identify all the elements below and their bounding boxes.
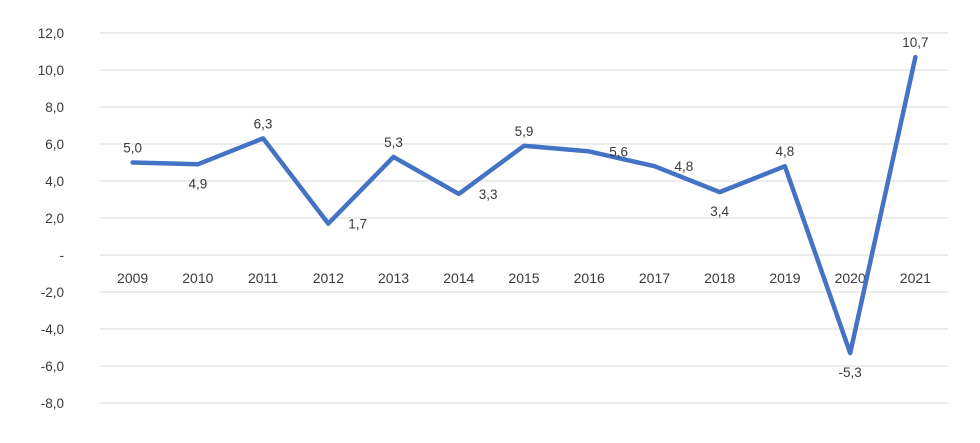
x-axis-tick-label: 2019 <box>769 270 800 286</box>
data-point-label: 5,6 <box>609 144 628 159</box>
data-point-label: 5,9 <box>515 124 534 139</box>
x-axis-tick-label: 2018 <box>704 270 735 286</box>
y-axis-tick-label: -2,0 <box>41 285 64 300</box>
y-axis-tick-label: 6,0 <box>45 137 64 152</box>
data-point-label: 4,9 <box>188 176 207 191</box>
data-point-label: 6,3 <box>254 116 273 131</box>
x-axis-tick-label: 2014 <box>443 270 474 286</box>
data-point-label: 4,8 <box>674 159 693 174</box>
data-point-label: 5,3 <box>384 135 403 150</box>
x-axis-tick-label: 2012 <box>313 270 344 286</box>
x-axis-tick-label: 2011 <box>248 270 278 286</box>
y-axis-tick-label: 12,0 <box>38 26 64 41</box>
y-axis-tick-label: 4,0 <box>45 174 64 189</box>
x-axis-tick-label: 2013 <box>378 270 409 286</box>
x-axis-tick-label: 2010 <box>182 270 213 286</box>
x-axis-tick-label: 2017 <box>639 270 670 286</box>
x-axis-tick-label: 2015 <box>508 270 539 286</box>
data-point-label: 1,7 <box>348 217 367 232</box>
y-axis-tick-label: - <box>60 248 65 263</box>
x-axis-tick-label: 2020 <box>835 270 866 286</box>
data-point-label: 5,0 <box>123 141 142 156</box>
y-axis-tick-label: 2,0 <box>45 211 64 226</box>
x-axis-tick-label: 2016 <box>574 270 605 286</box>
y-axis-tick-label: 8,0 <box>45 100 64 115</box>
x-axis-tick-label: 2021 <box>900 270 931 286</box>
y-axis-tick-label: 10,0 <box>38 63 64 78</box>
data-series-line <box>130 54 918 356</box>
data-point-label: 10,7 <box>902 35 928 50</box>
y-axis-tick-label: -8,0 <box>41 396 64 411</box>
data-point-label: 3,3 <box>479 187 498 202</box>
y-axis-tick-label: -6,0 <box>41 359 64 374</box>
y-axis-tick-label: -4,0 <box>41 322 64 337</box>
x-axis-tick-label: 2009 <box>117 270 148 286</box>
data-point-label: 3,4 <box>710 204 729 219</box>
data-point-label: 4,8 <box>776 144 795 159</box>
data-point-label: -5,3 <box>839 365 862 380</box>
